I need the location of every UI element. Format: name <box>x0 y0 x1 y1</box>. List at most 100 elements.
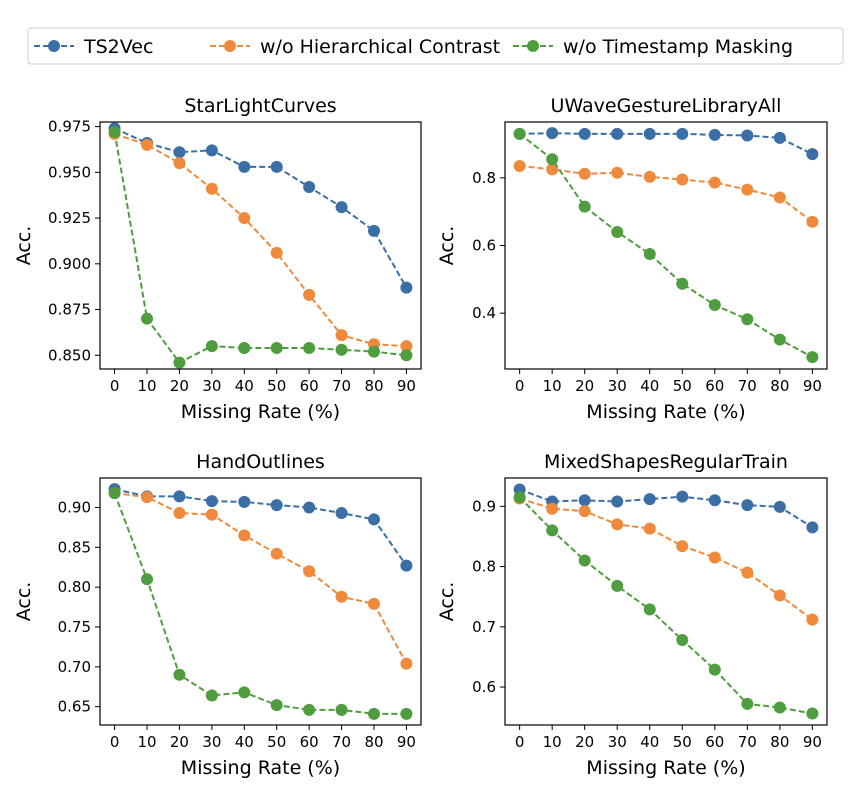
chart-panel: HandOutlines 0 10 20 30 40 50 60 70 80 90 0.65 0.70 0… <box>13 451 422 779</box>
series-group <box>513 492 819 626</box>
data-point <box>400 349 413 362</box>
y-tick-label: 0.85 <box>58 538 91 556</box>
data-point <box>611 225 624 238</box>
data-point <box>270 499 283 512</box>
data-point <box>238 686 251 699</box>
x-tick-label: 70 <box>738 377 757 395</box>
data-point <box>741 129 754 142</box>
series-group <box>513 127 819 364</box>
x-tick-label: 30 <box>608 377 627 395</box>
data-point <box>303 565 316 578</box>
data-point <box>270 699 283 712</box>
x-tick-label: 60 <box>300 377 319 395</box>
data-point <box>676 173 689 186</box>
x-tick-label: 50 <box>267 733 286 751</box>
data-point <box>270 246 283 259</box>
data-point <box>238 495 251 508</box>
x-axis-label: Missing Rate (%) <box>586 401 745 423</box>
data-point <box>806 215 819 228</box>
x-tick-label: 30 <box>202 377 221 395</box>
data-point <box>303 501 316 514</box>
x-tick-label: 20 <box>575 733 594 751</box>
data-point <box>806 613 819 626</box>
data-point <box>400 657 413 670</box>
series-group <box>108 487 413 670</box>
data-point <box>173 356 186 369</box>
y-tick-label: 0.7 <box>472 618 496 636</box>
x-tick-label: 70 <box>332 733 351 751</box>
x-tick-label: 20 <box>575 377 594 395</box>
data-point <box>303 341 316 354</box>
data-point <box>141 312 154 325</box>
legend-marker <box>48 40 60 52</box>
x-tick-label: 20 <box>170 377 189 395</box>
data-point <box>238 529 251 542</box>
y-tick-label: 0.80 <box>58 578 91 596</box>
series-group <box>108 126 413 369</box>
data-point <box>205 689 218 702</box>
y-axis-label: Acc. <box>436 226 458 266</box>
legend-entry: w/o Timestamp Masking <box>513 36 793 58</box>
data-point <box>173 668 186 681</box>
data-point <box>205 144 218 157</box>
x-tick-label: 0 <box>515 377 525 395</box>
series-group <box>513 159 819 228</box>
data-point <box>546 163 559 176</box>
data-point <box>611 127 624 140</box>
x-tick-label: 40 <box>235 733 254 751</box>
data-point <box>741 313 754 326</box>
x-tick-label: 50 <box>673 377 692 395</box>
series-line <box>113 131 407 364</box>
series-line <box>519 133 813 359</box>
data-point <box>173 146 186 159</box>
data-point <box>141 491 154 504</box>
data-point <box>335 329 348 342</box>
x-tick-label: 60 <box>705 377 724 395</box>
data-point <box>676 277 689 290</box>
data-point <box>335 343 348 356</box>
x-tick-label: 10 <box>137 377 156 395</box>
series-line <box>114 488 408 567</box>
x-tick-label: 60 <box>300 733 319 751</box>
data-point <box>708 128 721 141</box>
x-tick-label: 10 <box>543 733 562 751</box>
legend-frame <box>27 27 844 65</box>
data-point <box>367 224 380 237</box>
data-point <box>578 200 591 213</box>
data-point <box>676 490 689 503</box>
data-point <box>205 508 218 521</box>
data-point <box>141 138 154 151</box>
series-group <box>108 122 413 294</box>
data-point <box>303 288 316 301</box>
data-point <box>367 513 380 526</box>
data-point <box>205 340 218 353</box>
data-point <box>513 159 526 172</box>
series-line <box>519 488 813 529</box>
y-tick-label: 0.6 <box>472 237 496 255</box>
legend-label: TS2Vec <box>83 36 153 58</box>
data-point <box>708 494 721 507</box>
chart-title: MixedShapesRegularTrain <box>544 451 788 473</box>
y-tick-label: 0.65 <box>58 698 91 716</box>
data-point <box>773 131 786 144</box>
plot-area-frame <box>99 477 422 726</box>
series-line <box>519 497 813 621</box>
x-tick-label: 90 <box>803 377 822 395</box>
y-tick-label: 0.75 <box>58 618 91 636</box>
x-tick-label: 30 <box>608 733 627 751</box>
data-point <box>578 494 591 507</box>
x-tick-label: 30 <box>202 733 221 751</box>
data-point <box>270 341 283 354</box>
data-point <box>400 340 413 353</box>
legend-label: w/o Timestamp Masking <box>563 36 793 58</box>
series-line <box>519 132 813 156</box>
x-tick-label: 40 <box>640 377 659 395</box>
chart-title: StarLightCurves <box>184 95 336 117</box>
data-point <box>205 495 218 508</box>
data-point <box>367 345 380 358</box>
data-point <box>270 547 283 560</box>
x-tick-label: 0 <box>110 733 120 751</box>
data-point <box>400 559 413 572</box>
series-line <box>114 492 408 665</box>
